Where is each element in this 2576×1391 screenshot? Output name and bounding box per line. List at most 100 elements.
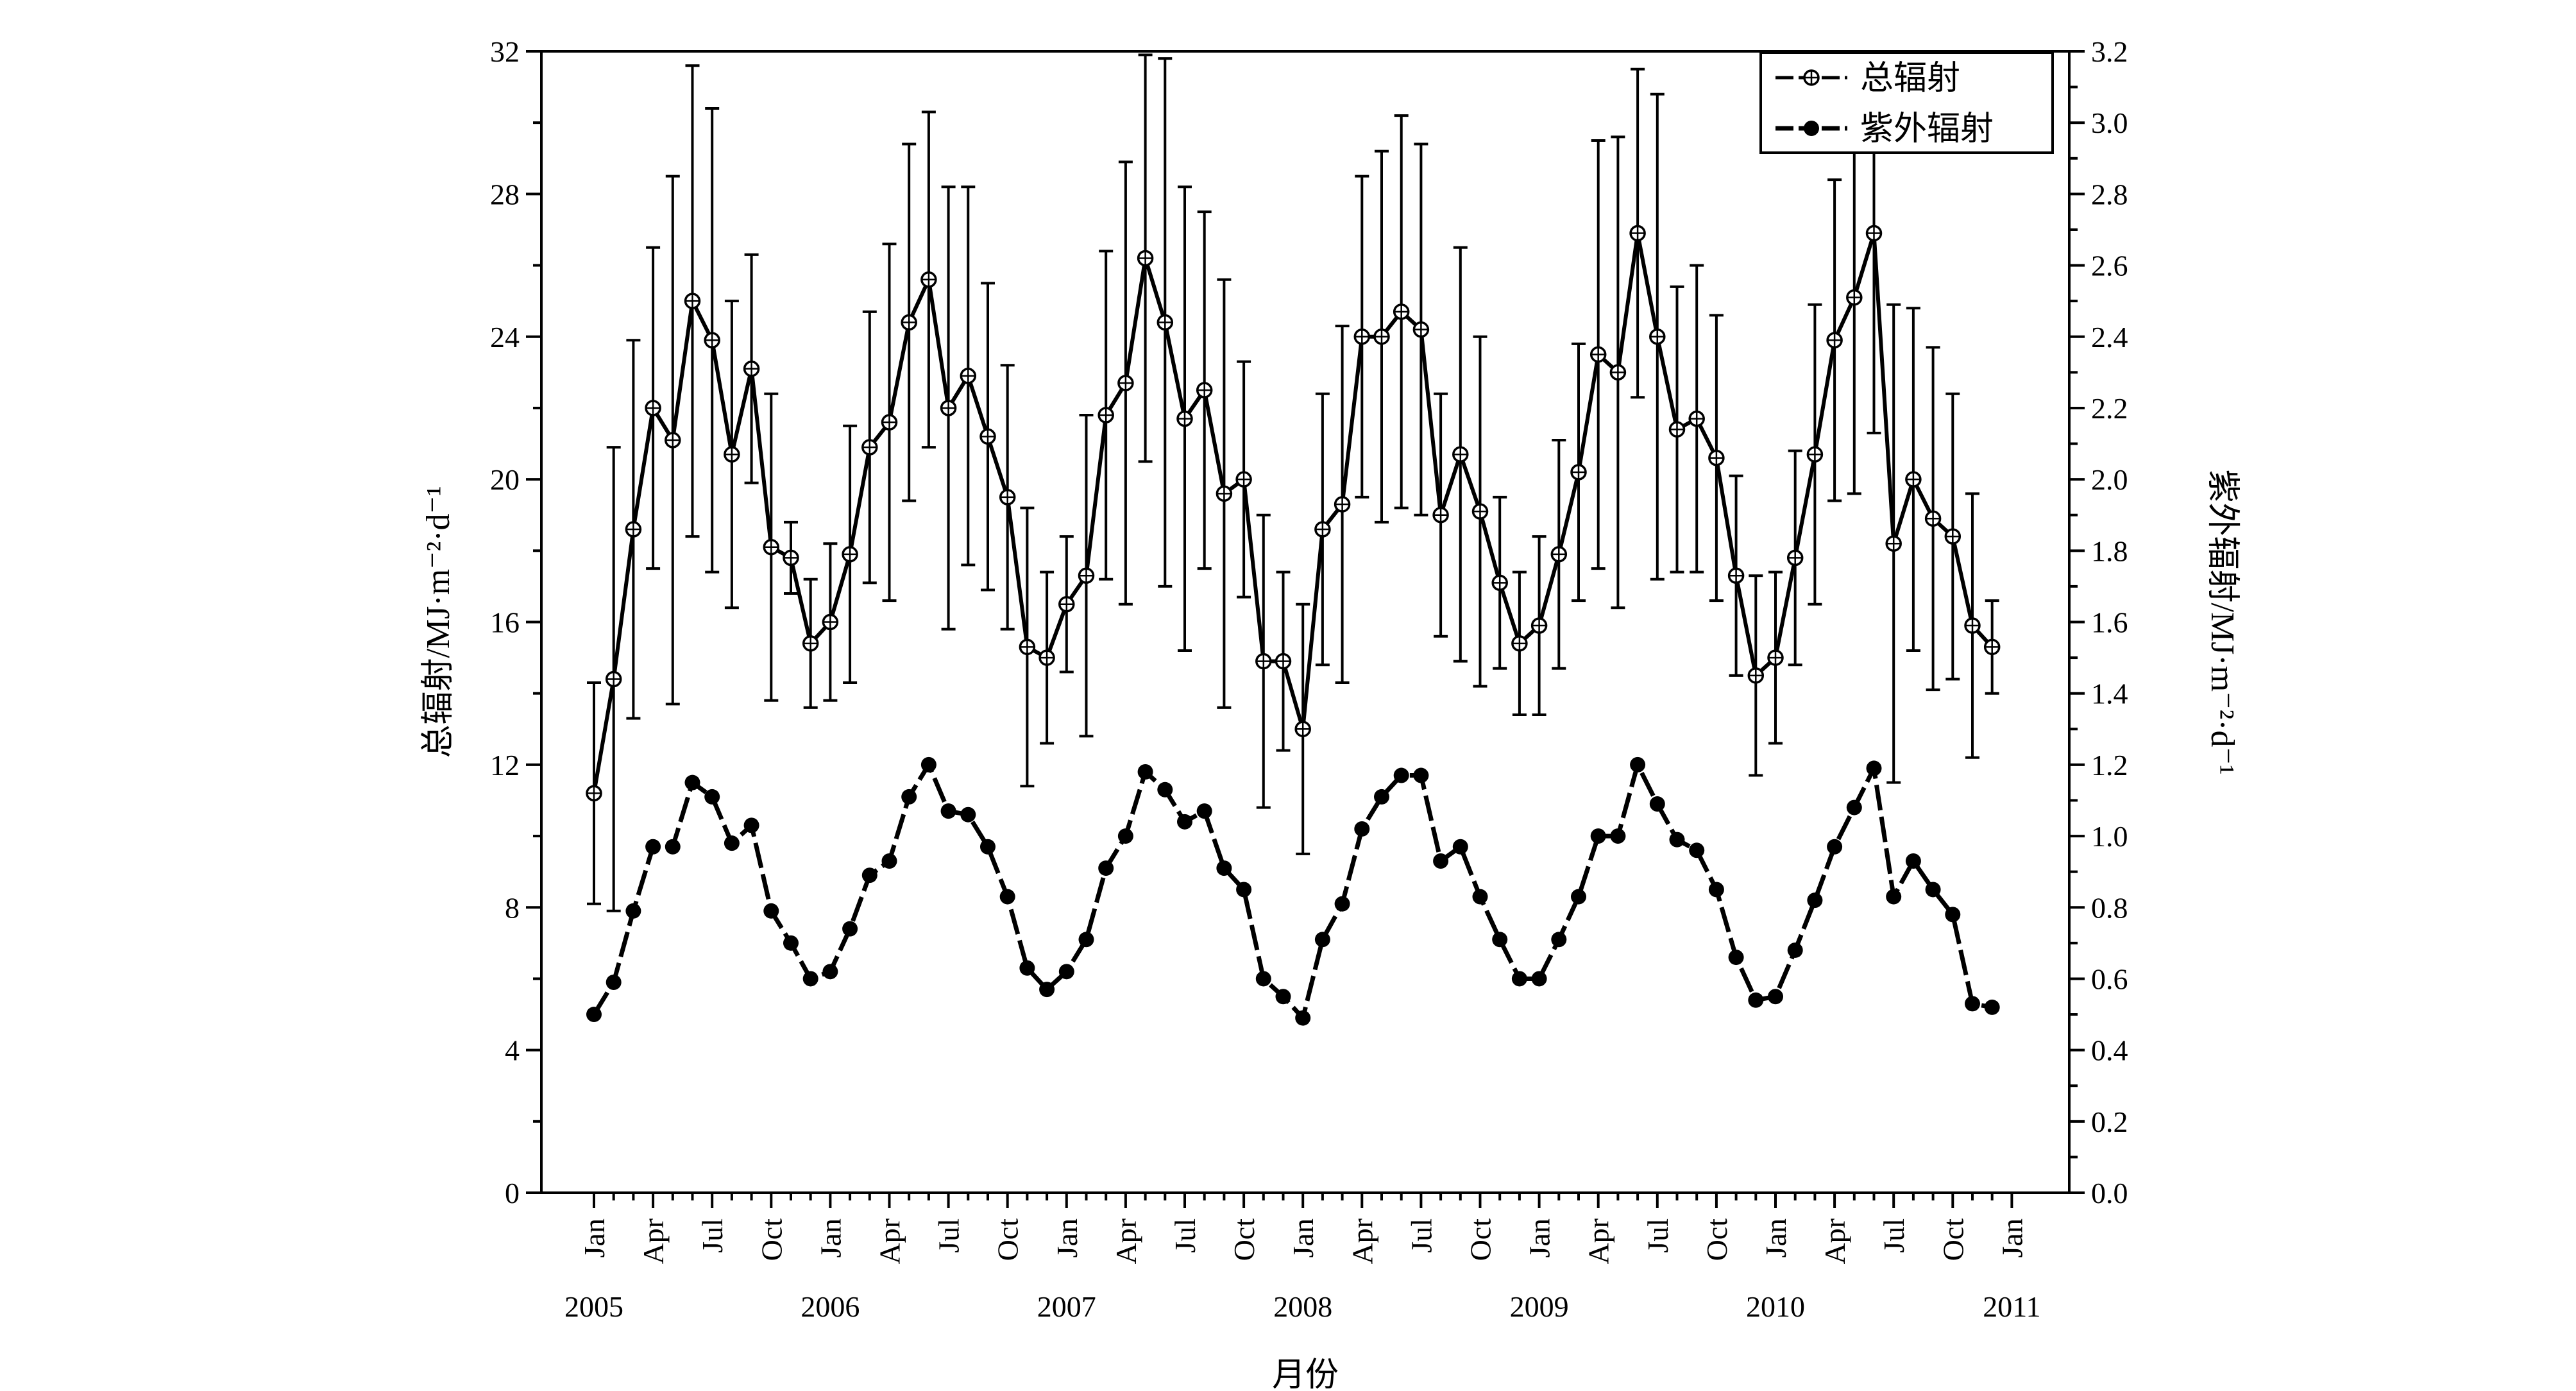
uv-radiation-point (1334, 896, 1350, 912)
total-radiation-point (1097, 407, 1114, 423)
total-radiation-point (1157, 314, 1174, 331)
total-radiation-point (1530, 617, 1548, 634)
total-radiation-point (802, 635, 819, 652)
legend: 总辐射 紫外辐射 (1759, 51, 2054, 154)
total-radiation-point (940, 400, 957, 416)
total-radiation-point (920, 271, 937, 288)
uv-radiation-point (1019, 960, 1035, 976)
legend-total-radiation-symbol (1775, 69, 1847, 86)
uv-radiation-point (960, 806, 976, 823)
total-radiation-point (861, 439, 878, 456)
uv-radiation-point (1275, 989, 1291, 1005)
total-radiation-point (1747, 667, 1765, 684)
total-radiation-point (1846, 289, 1863, 306)
total-radiation-point (881, 414, 898, 431)
y-right-tick-label: 1.4 (2091, 678, 2128, 710)
y-right-tick-label: 1.2 (2091, 749, 2128, 781)
uv-radiation-point (1787, 942, 1803, 958)
x-month-tick-label: Jul (1405, 1218, 1437, 1253)
total-radiation-point (1668, 421, 1686, 438)
uv-radiation-point (1925, 882, 1941, 898)
total-radiation-point (960, 368, 977, 384)
x-month-tick-label: Jan (578, 1218, 611, 1258)
total-radiation-point (1589, 346, 1607, 363)
y-right-tick-label: 2.8 (2091, 178, 2128, 210)
uv-radiation-point (1669, 832, 1685, 848)
y-right-tick-label: 1.8 (2091, 534, 2128, 567)
total-radiation-point (901, 314, 917, 331)
y-right-tick-label: 0.6 (2091, 962, 2128, 995)
total-radiation-point (1471, 503, 1489, 520)
x-month-tick-label: Jan (1759, 1218, 1792, 1258)
y-right-tick-label: 3.2 (2091, 35, 2128, 68)
x-month-tick-label: Oct (1936, 1218, 1969, 1261)
uv-radiation-point (1117, 828, 1133, 844)
y-left-tick-label: 28 (490, 178, 520, 210)
total-radiation-point (842, 546, 858, 563)
legend-total-radiation-label: 总辐射 (1860, 60, 1960, 97)
total-radiation-point (1806, 446, 1824, 463)
total-radiation-point (1767, 649, 1784, 666)
uv-radiation-point (645, 839, 661, 855)
uv-radiation-point (1846, 799, 1862, 815)
total-radiation-point (1727, 567, 1745, 584)
uv-radiation-point (783, 935, 799, 951)
uv-radiation-point (1630, 756, 1646, 772)
uv-radiation-point (1905, 853, 1921, 869)
uv-radiation-point (1886, 889, 1902, 905)
total-radiation-point (1294, 721, 1311, 738)
x-year-label: 2009 (1510, 1290, 1569, 1323)
y-axis-left-title: 总辐射/MJ·m⁻²·d⁻¹ (420, 486, 457, 758)
total-radiation-point (1058, 595, 1075, 613)
uv-radiation-point (724, 835, 740, 851)
x-month-tick-label: Jan (1996, 1218, 2028, 1258)
x-year-label: 2011 (1983, 1290, 2040, 1323)
total-radiation-point (625, 521, 642, 538)
uv-radiation-point (1236, 882, 1252, 898)
x-month-tick-label: Oct (1700, 1218, 1733, 1261)
uv-radiation-point (802, 971, 818, 987)
y-right-tick-label: 0.8 (2091, 891, 2128, 924)
total-radiation-point (586, 785, 602, 802)
total-radiation-point (1491, 574, 1508, 592)
uv-radiation-point (1255, 971, 1271, 987)
x-month-tick-label: Apr (1346, 1218, 1378, 1265)
y-right-tick-label: 2.2 (2091, 392, 2128, 425)
uv-radiation-point (1807, 892, 1823, 909)
total-radiation-point (1216, 485, 1233, 502)
total-radiation-point (743, 361, 760, 377)
uv-radiation-point (1492, 932, 1508, 948)
uv-radiation-point (704, 789, 720, 805)
x-axis-title: 月份 (1272, 1357, 1339, 1391)
total-radiation-point (1708, 450, 1725, 466)
total-radiation-point (999, 489, 1016, 506)
y-axis-right-title: 紫外辐射/MJ·m⁻²·d⁻¹ (2204, 469, 2241, 774)
x-month-tick-label: Jan (1051, 1218, 1083, 1258)
x-month-tick-label: Oct (992, 1218, 1024, 1261)
total-radiation-point (1570, 464, 1587, 481)
uv-radiation-point (1393, 767, 1409, 783)
uv-radiation-point (901, 789, 917, 805)
uv-radiation-point (861, 867, 877, 883)
uv-radiation-point (1531, 971, 1547, 987)
total-radiation-point (724, 446, 740, 463)
x-month-tick-label: Apr (637, 1218, 670, 1265)
x-year-label: 2006 (801, 1290, 860, 1323)
y-left-tick-label: 0 (505, 1177, 520, 1209)
total-radiation-point (1924, 510, 1942, 527)
uv-radiation-point (842, 921, 858, 937)
total-radiation-point (979, 428, 996, 445)
total-radiation-point (1137, 250, 1154, 267)
uv-radiation-point (665, 839, 681, 855)
uv-radiation-point (1649, 796, 1665, 812)
total-radiation-point (1334, 496, 1351, 513)
uv-radiation-point (1551, 932, 1567, 948)
uv-radiation-point (1689, 842, 1705, 858)
x-month-tick-label: Apr (874, 1218, 906, 1265)
x-month-tick-label: Apr (1110, 1218, 1142, 1265)
uv-radiation-point (1137, 764, 1153, 780)
total-radiation-point (822, 613, 839, 631)
uv-radiation-point (1610, 828, 1626, 844)
total-radiation-point (1078, 567, 1095, 584)
